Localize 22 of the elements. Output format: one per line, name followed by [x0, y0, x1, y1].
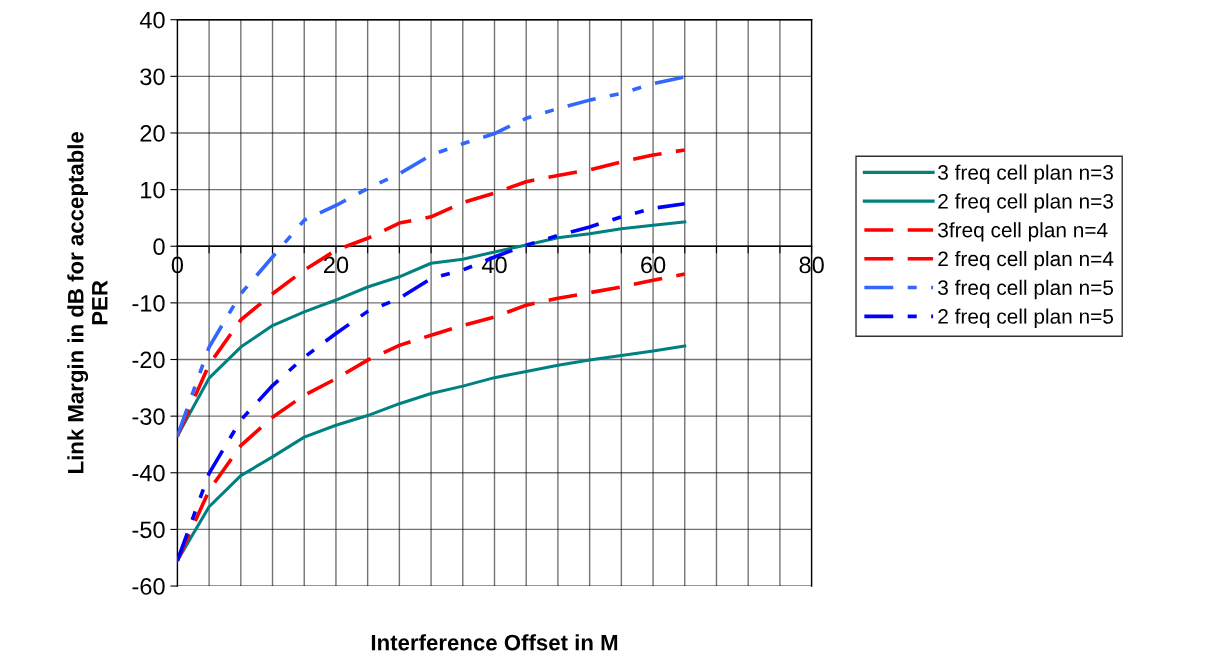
legend-label: 2 freq cell plan n=4 — [938, 250, 1114, 271]
legend-label: 2 freq cell plan n=3 — [938, 193, 1113, 213]
x-tick-label: 20 — [324, 256, 349, 274]
legend-label: 3 freq cell plan n=5 — [938, 279, 1114, 300]
y-tick-label: -40 — [132, 464, 165, 482]
line-series — [177, 344, 687, 563]
legend-label: 3 freq cell plan n=3 — [938, 164, 1113, 184]
legend-label: 2 freq cell plan n=5 — [938, 308, 1114, 328]
x-tick-label: 60 — [641, 256, 666, 274]
y-tick-label: 40 — [139, 11, 165, 29]
y-tick-label: 30 — [140, 68, 165, 86]
y-tick-label: -60 — [132, 578, 165, 595]
y-tick-label: -50 — [132, 521, 165, 539]
y-tick-label: 0 — [153, 238, 165, 256]
y-tick-label: 20 — [140, 125, 165, 142]
y-tick-label: 10 — [141, 181, 165, 199]
y-tick-label: -30 — [132, 408, 165, 425]
y-tick-label: -20 — [132, 351, 165, 369]
legend-label: 3freq cell plan n=4 — [938, 222, 1108, 242]
y-axis-title: Link Margin in dB for acceptable PER — [67, 131, 108, 474]
x-axis-title: Interference Offset in M — [371, 634, 618, 651]
y-tick-label: -10 — [132, 294, 165, 312]
